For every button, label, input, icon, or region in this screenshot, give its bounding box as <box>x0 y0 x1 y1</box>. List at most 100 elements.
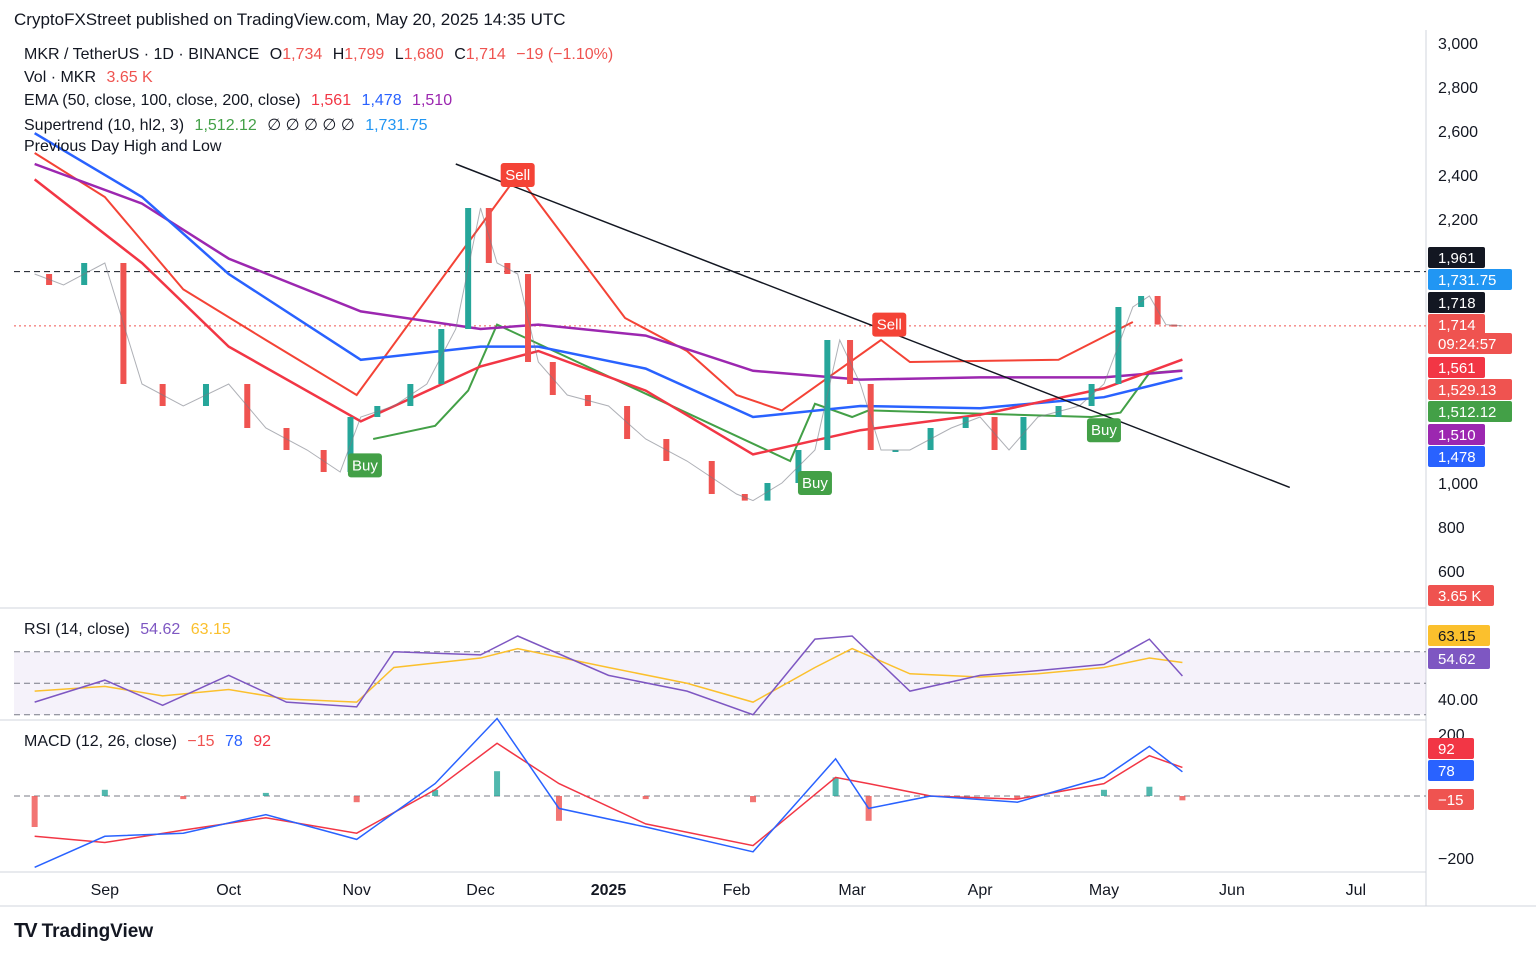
ohlc-change: −19 (−1.10%) <box>516 46 614 63</box>
ema50-line <box>33 178 1183 456</box>
price-axis-badge-label: 3.65 K <box>1438 588 1481 605</box>
time-tick-label: Apr <box>968 882 994 899</box>
rsi-ma-value: 63.15 <box>190 621 231 638</box>
price-axis-badge <box>1428 585 1494 606</box>
price-axis-badge-label: 1,478 <box>1438 449 1476 466</box>
macd-histogram-bar <box>750 796 757 803</box>
macd-axis-badge <box>1428 760 1474 781</box>
sell-signal-label: Sell <box>877 317 902 334</box>
time-tick-label: Jun <box>1219 882 1245 899</box>
ema-label[interactable]: EMA (50, close, 100, close, 200, close) <box>24 92 301 109</box>
macd-histogram-bar <box>353 796 360 803</box>
ema100-value: 1,478 <box>361 92 402 109</box>
price-tick-label: 2,600 <box>1438 124 1478 141</box>
supertrend-legend: Supertrend (10, hl2, 3) 1,512.12 ∅ ∅ ∅ ∅… <box>24 115 433 135</box>
buy-signal-label: Buy <box>352 457 378 474</box>
time-tick-label: Mar <box>838 882 866 899</box>
time-tick-label: Feb <box>723 882 751 899</box>
ema50-value: 1,561 <box>311 92 352 109</box>
price-axis-badge-label: 1,512.12 <box>1438 404 1496 421</box>
price-axis-badge-label: 1,718 <box>1438 295 1476 312</box>
rsi-axis-badge <box>1428 648 1490 669</box>
sell-signal-badge <box>872 312 907 337</box>
ema100-line <box>34 132 1183 419</box>
buy-signal-badge <box>1086 418 1121 443</box>
price-axis-badge <box>1428 333 1512 354</box>
macd-histogram-bar <box>1100 789 1107 796</box>
time-tick-label: Sep <box>91 882 120 899</box>
macd-line <box>34 717 1183 868</box>
price-axis-badge <box>1428 292 1485 313</box>
ohlc-open: 1,734 <box>282 46 323 63</box>
time-tick-label: 2025 <box>591 882 627 899</box>
price-tick-label: 3,000 <box>1438 36 1478 53</box>
supertrend-up-value: 1,512.12 <box>194 117 257 134</box>
macd-signal-line <box>34 742 1183 847</box>
price-tick-label: 800 <box>1438 520 1465 537</box>
price-axis-badge-label: 1,731.75 <box>1438 272 1496 289</box>
rsi-axis-badge-label: 54.62 <box>1438 651 1476 668</box>
time-tick-label: Dec <box>466 882 494 899</box>
buy-signal-label: Buy <box>802 475 828 492</box>
rsi-label[interactable]: RSI (14, close) <box>24 621 130 638</box>
rsi-tick-label: 40.00 <box>1438 692 1478 709</box>
macd-axis-badge <box>1428 789 1474 810</box>
vol-label[interactable]: Vol · MKR <box>24 69 97 86</box>
ohlc-l-label: L <box>394 46 404 63</box>
ohlc-close: 1,714 <box>465 46 506 63</box>
price-axis-badge-label: 1,961 <box>1438 250 1476 267</box>
macd-axis-badge-label: −15 <box>1438 792 1463 809</box>
macd-histogram-bar <box>1146 786 1153 796</box>
macd-histogram-bar <box>262 792 269 796</box>
time-tick-label: May <box>1089 882 1119 899</box>
macd-signal-value: 92 <box>253 733 272 750</box>
supertrend-empty-values: ∅ ∅ ∅ ∅ ∅ <box>267 117 355 134</box>
symbol-legend: MKR / TetherUS · 1D · BINANCE O1,734 H1,… <box>24 46 619 64</box>
price-axis-badge-label: 1,714 <box>1438 317 1476 334</box>
macd-label[interactable]: MACD (12, 26, close) <box>24 733 177 750</box>
macd-histogram-bar <box>494 771 501 796</box>
price-tick-label: 2,200 <box>1438 212 1478 229</box>
ohlc-high: 1,799 <box>344 46 385 63</box>
price-candle <box>892 450 899 452</box>
rsi-axis-badge-label: 63.15 <box>1438 628 1476 645</box>
price-axis-badge <box>1428 424 1485 445</box>
supertrend-up-line <box>372 323 1183 463</box>
pdhl-label[interactable]: Previous Day High and Low <box>24 138 222 155</box>
price-axis-badge <box>1428 357 1485 378</box>
macd-hist-value: −15 <box>187 733 215 750</box>
ema-legend: EMA (50, close, 100, close, 200, close) … <box>24 92 458 110</box>
price-axis-badge-label: 09:24:57 <box>1438 336 1496 353</box>
macd-histogram-bar <box>101 789 108 796</box>
price-tick-label: 2,400 <box>1438 168 1478 185</box>
macd-axis-badge-label: 92 <box>1438 741 1455 758</box>
macd-histogram-bar <box>31 796 38 827</box>
time-tick-label: Oct <box>216 882 241 899</box>
macd-histogram-bar <box>642 796 649 800</box>
price-axis-badge <box>1428 379 1512 400</box>
sell-signal-badge <box>500 163 535 187</box>
supertrend-label[interactable]: Supertrend (10, hl2, 3) <box>24 117 185 134</box>
price-axis-badge <box>1428 401 1512 422</box>
ema200-line <box>34 162 1183 381</box>
buy-signal-label: Buy <box>1091 422 1117 439</box>
tradingview-logo[interactable]: TV TradingView <box>14 920 153 943</box>
rsi-ma-line <box>34 647 1183 703</box>
macd-legend: MACD (12, 26, close) −15 78 92 <box>24 733 277 751</box>
price-axis-badge-label: 1,529.13 <box>1438 382 1496 399</box>
published-header: CryptoFXStreet published on TradingView.… <box>14 10 566 29</box>
macd-histogram-bar <box>1179 796 1186 801</box>
macd-histogram-bar <box>180 796 187 800</box>
ohlc-c-label: C <box>454 46 466 63</box>
vol-legend: Vol · MKR 3.65 K <box>24 69 159 87</box>
macd-histogram-bar <box>1014 796 1021 800</box>
macd-axis-badge-label: 78 <box>1438 763 1455 780</box>
buy-signal-badge <box>347 453 382 478</box>
macd-axis-badge <box>1428 738 1474 759</box>
pdhl-legend: Previous Day High and Low <box>24 138 227 156</box>
macd-line-value: 78 <box>224 733 243 750</box>
rsi-value: 54.62 <box>140 621 181 638</box>
symbol-label[interactable]: MKR / TetherUS · 1D · BINANCE <box>24 46 260 63</box>
time-tick-label: Nov <box>342 882 370 899</box>
